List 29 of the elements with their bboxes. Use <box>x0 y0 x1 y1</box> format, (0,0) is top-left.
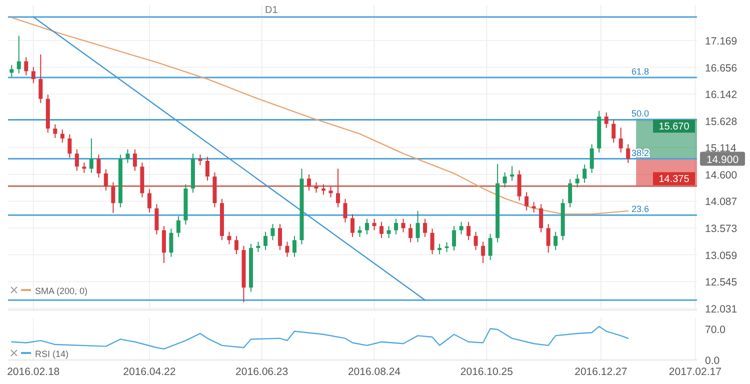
x-tick-label: 2017.02.17 <box>668 366 722 378</box>
y-tick-label: 70.0 <box>705 324 726 336</box>
text: 14.900 <box>706 154 739 166</box>
annotation: 50.0 <box>631 108 649 119</box>
y-tick-label: 0.0 <box>705 355 720 367</box>
band-label: 14.375 <box>658 174 690 186</box>
y-tick-label: 15.628 <box>705 116 738 128</box>
x-tick-label: 2016.04.22 <box>123 366 176 378</box>
legend-label: RSI (14) <box>35 349 69 359</box>
y-tick-label: 12.031 <box>705 303 738 316</box>
annotation: 23.6 <box>631 204 649 214</box>
y-tick-label: 15.114 <box>705 142 736 155</box>
y-tick-label: 13.573 <box>705 222 738 235</box>
y-tick-label: 14.600 <box>705 169 738 182</box>
y-tick-label: 14.087 <box>705 196 738 208</box>
y-tick-label: 16.142 <box>705 89 738 102</box>
annotation: D1 <box>265 5 278 16</box>
band-label: 15.670 <box>658 122 690 133</box>
legend-label: SMA (200, 0) <box>35 286 88 296</box>
y-tick-label: 12.545 <box>705 276 738 289</box>
y-tick-label: 17.169 <box>705 36 738 48</box>
x-tick-label: 2016.06.23 <box>236 366 288 378</box>
annotation: 61.8 <box>631 66 649 76</box>
x-tick-label: 2016.02.18 <box>7 366 60 378</box>
x-tick-label: 2016.10.25 <box>460 366 514 378</box>
x-tick-label: 2016.12.27 <box>574 366 628 378</box>
y-tick-label: 16.656 <box>705 62 738 74</box>
y-tick-label: 13.059 <box>705 250 738 262</box>
x-tick-label: 2016.08.24 <box>348 366 401 378</box>
